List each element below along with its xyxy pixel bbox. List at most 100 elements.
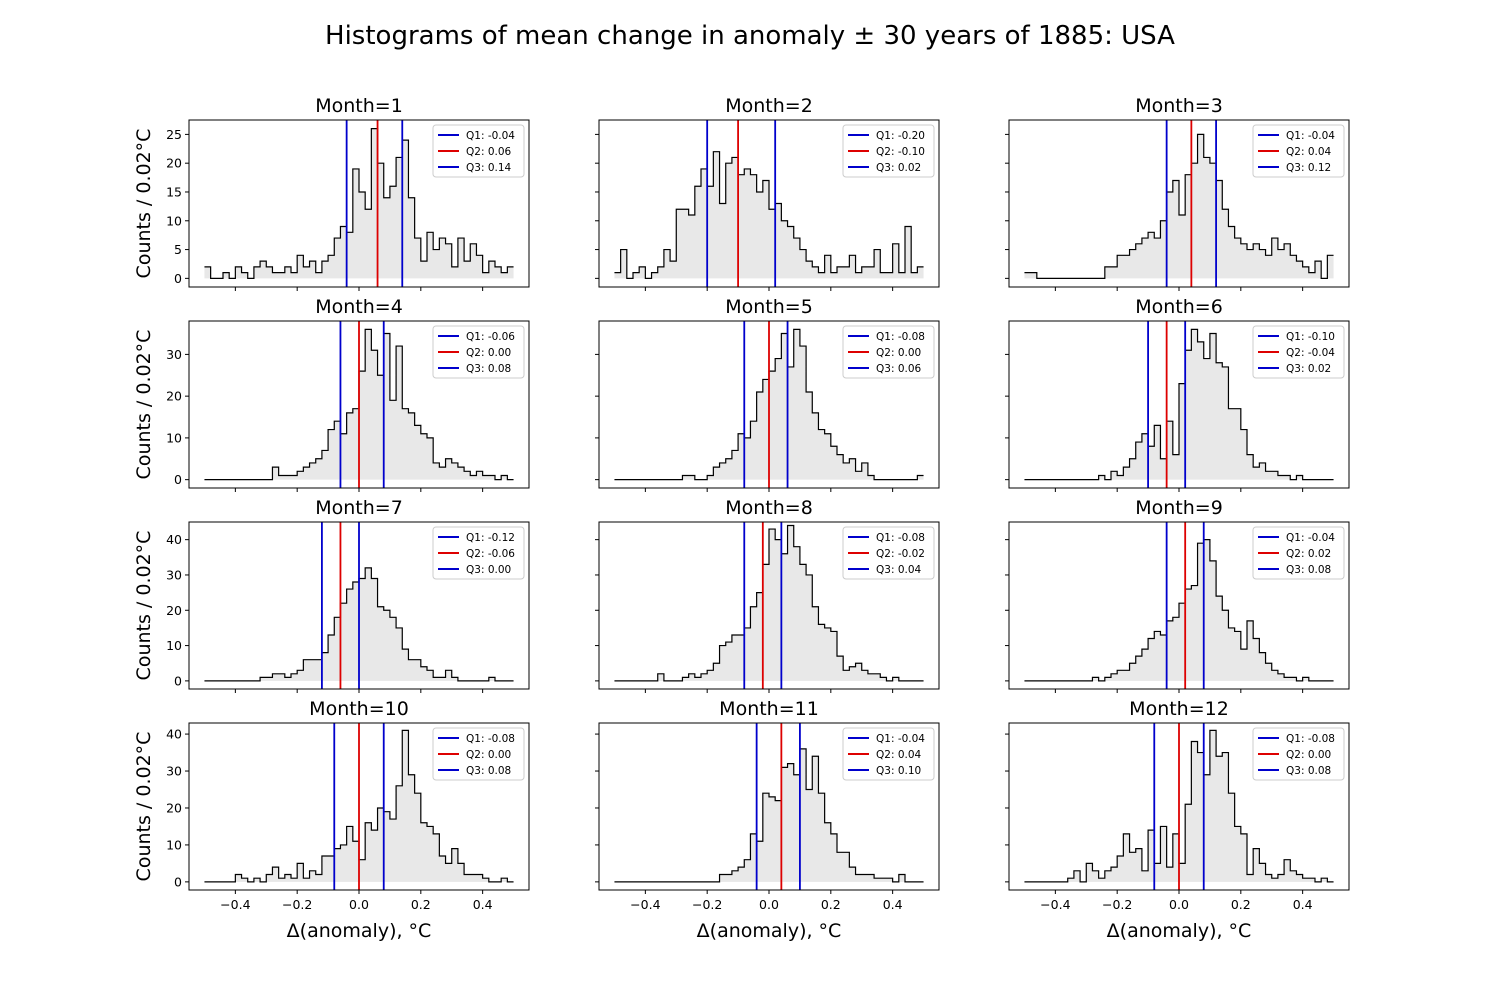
y-axis-label: Counts / 0.02°C (133, 129, 155, 279)
y-tick-label: 0 (174, 271, 182, 286)
subplot-title: Month=6 (1135, 296, 1223, 318)
y-tick-label: 30 (166, 764, 182, 779)
y-tick-label: 15 (166, 184, 182, 199)
y-tick-label: 40 (166, 532, 182, 547)
y-tick-label: 25 (166, 127, 182, 142)
histogram-step (614, 151, 924, 279)
subplot-month-4: 0 10 20 30 Month=4 Counts / 0.02°C Q1: -0.06 Q2… (133, 296, 530, 492)
legend-entry: Q3: 0.08 (1286, 564, 1331, 576)
legend-entry: Q2: -0.10 (876, 146, 925, 158)
legend-box (432, 325, 525, 379)
y-tick-label: 20 (166, 156, 182, 171)
x-tick-label: 0.2 (1231, 897, 1251, 912)
x-tick-label: 0.0 (349, 897, 369, 912)
y-tick-label: 0 (174, 874, 182, 889)
histogram-step (614, 328, 924, 481)
legend-box (432, 124, 525, 178)
legend-box (1252, 124, 1345, 178)
subplot-title: Month=8 (725, 497, 813, 519)
subplot-title: Month=1 (315, 95, 403, 117)
histogram-step (614, 524, 924, 682)
histogram-step (204, 128, 514, 279)
legend-entry: Q1: -0.04 (1286, 130, 1335, 142)
y-tick-label: 0 (174, 673, 182, 688)
subplot-title: Month=10 (309, 698, 409, 720)
legend-box (842, 526, 935, 580)
legend: Q1: -0.10 Q2: -0.04 Q3: 0.02 (1252, 325, 1345, 379)
subplot-month-7: 0 10 20 30 40 Month=7 Counts / 0.02°C Q1: -0.12… (133, 497, 530, 693)
subplot-title: Month=9 (1135, 497, 1223, 519)
legend: Q1: -0.04 Q2: 0.06 Q3: 0.14 (432, 124, 525, 178)
x-tick-label: −0.2 (282, 897, 312, 912)
legend-entry: Q1: -0.08 (466, 733, 515, 745)
legend-entry: Q3: 0.04 (876, 564, 922, 576)
y-tick-label: 10 (166, 213, 182, 228)
legend-box (1252, 526, 1345, 580)
x-tick-label: 0.0 (1169, 897, 1189, 912)
subplot-title: Month=5 (725, 296, 813, 318)
legend-entry: Q1: -0.08 (876, 331, 925, 343)
legend: Q1: -0.04 Q2: 0.02 Q3: 0.08 (1252, 526, 1345, 580)
legend: Q1: -0.04 Q2: 0.04 Q3: 0.10 (842, 727, 935, 781)
subplot-title: Month=4 (315, 296, 403, 318)
subplot-month-5: Month=5 Q1: -0.08 Q2: 0.00 Q3: 0.06 (595, 296, 940, 492)
legend: Q1: -0.08 Q2: 0.00 Q3: 0.06 (842, 325, 935, 379)
legend-entry: Q3: 0.14 (466, 162, 512, 174)
y-tick-label: 5 (174, 242, 182, 257)
legend-box (1252, 727, 1345, 781)
subplot-title: Month=2 (725, 95, 813, 117)
legend-entry: Q3: 0.08 (466, 765, 511, 777)
histogram-step (1024, 539, 1334, 682)
legend-entry: Q2: 0.04 (876, 749, 922, 761)
histogram-fill (614, 151, 924, 279)
x-tick-label: 0.4 (1293, 897, 1313, 912)
legend-entry: Q1: -0.10 (1286, 331, 1335, 343)
legend-entry: Q1: -0.04 (466, 130, 515, 142)
histogram-step (204, 729, 514, 883)
legend-entry: Q2: 0.00 (876, 347, 921, 359)
y-tick-label: 0 (174, 472, 182, 487)
subplot-month-11: −0.4 −0.2 0.0 0.2 0.4 Month=11 Δ(anomaly), °C Q… (595, 698, 940, 942)
x-tick-label: −0.4 (220, 897, 250, 912)
legend-box (842, 124, 935, 178)
figure-title: Histograms of mean change in anomaly ± 3… (325, 21, 1175, 51)
legend-entry: Q3: 0.06 (876, 363, 922, 375)
legend-entry: Q3: 0.08 (1286, 765, 1331, 777)
legend-entry: Q2: -0.06 (466, 548, 515, 560)
legend-box (842, 727, 935, 781)
subplot-month-12: −0.4 −0.2 0.0 0.2 0.4 Month=12 Δ(anomaly), °C Q… (1005, 698, 1350, 942)
subplot-month-6: Month=6 Q1: -0.10 Q2: -0.04 Q3: 0.02 (1005, 296, 1350, 492)
legend: Q1: -0.06 Q2: 0.00 Q3: 0.08 (432, 325, 525, 379)
subplot-month-2: Month=2 Q1: -0.20 Q2: -0.10 Q3: 0.02 (595, 95, 940, 291)
legend: Q1: -0.08 Q2: 0.00 Q3: 0.08 (1252, 727, 1345, 781)
legend-entry: Q3: 0.02 (1286, 363, 1331, 375)
y-tick-label: 30 (166, 567, 182, 582)
x-tick-label: 0.2 (821, 897, 841, 912)
legend: Q1: -0.20 Q2: -0.10 Q3: 0.02 (842, 124, 935, 178)
x-axis-label: Δ(anomaly), °C (287, 920, 432, 942)
histogram-step (1024, 729, 1334, 883)
legend: Q1: -0.04 Q2: 0.04 Q3: 0.12 (1252, 124, 1345, 178)
legend: Q1: -0.12 Q2: -0.06 Q3: 0.00 (432, 526, 525, 580)
subplot-title: Month=7 (315, 497, 403, 519)
x-tick-label: 0.2 (411, 897, 431, 912)
legend-entry: Q1: -0.08 (876, 532, 925, 544)
y-axis-label: Counts / 0.02°C (133, 531, 155, 681)
legend-entry: Q1: -0.12 (466, 532, 515, 544)
x-tick-label: −0.4 (1040, 897, 1070, 912)
legend-entry: Q3: 0.12 (1286, 162, 1331, 174)
legend: Q1: -0.08 Q2: 0.00 Q3: 0.08 (432, 727, 525, 781)
subplot-title: Month=11 (719, 698, 819, 720)
legend-entry: Q2: 0.04 (1286, 146, 1332, 158)
histogram-step (204, 328, 514, 481)
legend-entry: Q2: 0.00 (1286, 749, 1331, 761)
legend-entry: Q1: -0.20 (876, 130, 925, 142)
y-tick-label: 10 (166, 430, 182, 445)
subplot-month-9: Month=9 Q1: -0.04 Q2: 0.02 Q3: 0.08 (1005, 497, 1350, 693)
legend-entry: Q1: -0.04 (1286, 532, 1335, 544)
legend-box (432, 727, 525, 781)
legend-entry: Q1: -0.08 (1286, 733, 1335, 745)
x-tick-label: 0.4 (883, 897, 903, 912)
subplot-month-3: Month=3 Q1: -0.04 Q2: 0.04 Q3: 0.12 (1005, 95, 1350, 291)
histogram-fill (614, 525, 924, 681)
